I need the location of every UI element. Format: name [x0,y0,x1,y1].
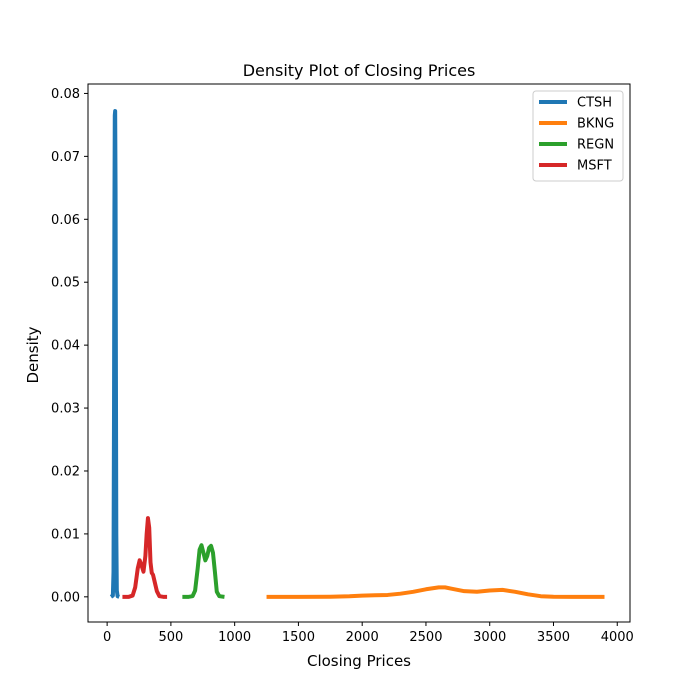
x-tick-label: 1000 [218,630,251,645]
legend-label-msft: MSFT [577,159,612,174]
axes-frame [87,83,631,623]
y-tick-label: 0.07 [51,150,80,165]
y-tick-label: 0.00 [51,590,80,605]
y-tick-label: 0.05 [51,276,80,291]
chart-title: Density Plot of Closing Prices [243,61,476,80]
y-tick-label: 0.06 [51,213,80,228]
series-line-ctsh [109,109,120,599]
x-tick-label: 2000 [346,630,379,645]
y-tick-label: 0.08 [51,87,80,102]
series-lines [109,109,605,599]
y-tick-label: 0.04 [51,339,80,354]
x-tick-label: 4000 [601,630,634,645]
legend-label-regn: REGN [577,138,614,153]
y-tick-label: 0.01 [51,527,80,542]
x-axis-label: Closing Prices [307,652,411,670]
x-tick-label: 2500 [409,630,442,645]
legend-box [532,90,624,182]
legend: CTSH BKNG REGN MSFT [532,90,624,182]
x-tick-label: 3500 [537,630,570,645]
series-line-regn [182,543,225,599]
y-axis-label: Density [24,326,42,383]
x-axis-ticks: 0 500 1000 1500 2000 2500 3000 3500 4000 [103,622,634,645]
x-tick-label: 500 [158,630,183,645]
legend-label-ctsh: CTSH [577,96,612,111]
x-tick-label: 3000 [473,630,506,645]
series-line-msft [122,516,168,599]
y-tick-label: 0.03 [51,402,80,417]
y-tick-label: 0.02 [51,464,80,479]
y-axis-ticks: 0.00 0.01 0.02 0.03 0.04 0.05 0.06 0.07 0.08 [51,87,88,605]
legend-label-bkng: BKNG [577,117,614,132]
x-tick-label: 0 [103,630,111,645]
series-line-bkng [266,585,605,599]
x-tick-label: 1500 [282,630,315,645]
